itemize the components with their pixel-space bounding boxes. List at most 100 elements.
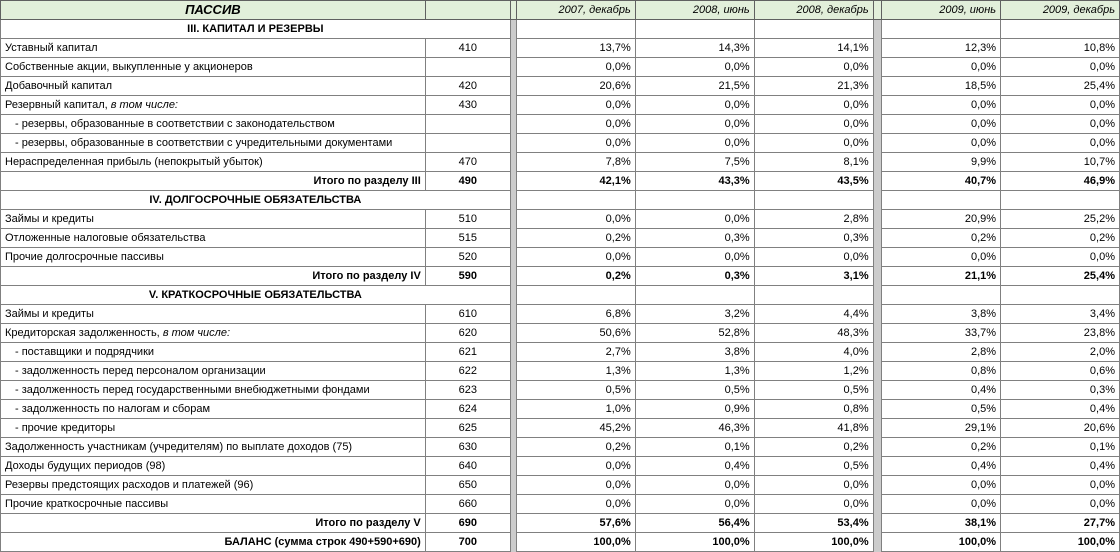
value-cell: 18,5% <box>882 77 1001 96</box>
row-label: Прочие долгосрочные пассивы <box>1 248 426 267</box>
value-cell: 2,8% <box>754 210 873 229</box>
header-period-a2: 2008, декабрь <box>754 1 873 20</box>
value-cell: 0,0% <box>635 495 754 514</box>
value-cell: 0,4% <box>882 457 1001 476</box>
value-cell: 46,3% <box>635 419 754 438</box>
value-cell: 3,1% <box>754 267 873 286</box>
section-label: V. КРАТКОСРОЧНЫЕ ОБЯЗАТЕЛЬСТВА <box>1 286 511 305</box>
value-cell: 0,5% <box>882 400 1001 419</box>
value-cell: 29,1% <box>882 419 1001 438</box>
value-cell: 100,0% <box>1001 533 1120 552</box>
value-cell: 0,2% <box>516 229 635 248</box>
header-code-blank <box>425 1 510 20</box>
row-code: 590 <box>425 267 510 286</box>
table-row: Уставный капитал41013,7%14,3%14,1%12,3%1… <box>1 39 1120 58</box>
row-label: Займы и кредиты <box>1 210 426 229</box>
value-cell: 0,2% <box>882 229 1001 248</box>
value-cell: 0,0% <box>754 58 873 77</box>
value-cell: 0,0% <box>516 134 635 153</box>
row-label: - задолженность по налогам и сборам <box>1 400 426 419</box>
value-cell: 25,4% <box>1001 77 1120 96</box>
value-cell: 43,3% <box>635 172 754 191</box>
value-cell: 2,8% <box>882 343 1001 362</box>
table-row: Займы и кредиты5100,0%0,0%2,8%20,9%25,2% <box>1 210 1120 229</box>
value-cell: 0,2% <box>516 267 635 286</box>
table-row: Резервный капитал, в том числе:4300,0%0,… <box>1 96 1120 115</box>
value-cell: 0,5% <box>635 381 754 400</box>
row-code: 640 <box>425 457 510 476</box>
gap-cell <box>873 305 881 324</box>
row-code: 623 <box>425 381 510 400</box>
header-period-a1: 2008, июнь <box>635 1 754 20</box>
table-row: БАЛАНС (сумма строк 490+590+690)700100,0… <box>1 533 1120 552</box>
table-row: - прочие кредиторы62545,2%46,3%41,8%29,1… <box>1 419 1120 438</box>
value-cell: 40,7% <box>882 172 1001 191</box>
value-cell: 1,3% <box>516 362 635 381</box>
gap-cell <box>873 381 881 400</box>
row-code: 700 <box>425 533 510 552</box>
gap-cell <box>873 267 881 286</box>
value-cell: 7,8% <box>516 153 635 172</box>
value-cell: 0,0% <box>754 96 873 115</box>
value-cell: 0,0% <box>882 115 1001 134</box>
value-cell: 0,0% <box>635 96 754 115</box>
gap-cell <box>873 248 881 267</box>
value-cell: 0,0% <box>635 210 754 229</box>
value-cell: 21,3% <box>754 77 873 96</box>
value-cell: 46,9% <box>1001 172 1120 191</box>
value-cell: 4,4% <box>754 305 873 324</box>
value-cell: 20,9% <box>882 210 1001 229</box>
header-passive: ПАССИВ <box>1 1 426 20</box>
empty-cell <box>754 191 873 210</box>
value-cell: 0,4% <box>1001 457 1120 476</box>
table-row: Прочие краткосрочные пассивы6600,0%0,0%0… <box>1 495 1120 514</box>
value-cell: 0,2% <box>1001 229 1120 248</box>
value-cell: 27,7% <box>1001 514 1120 533</box>
gap-cell <box>873 153 881 172</box>
value-cell: 0,8% <box>754 400 873 419</box>
empty-cell <box>516 20 635 39</box>
value-cell: 0,0% <box>882 495 1001 514</box>
gap-cell <box>873 96 881 115</box>
row-code: 690 <box>425 514 510 533</box>
gap-cell <box>873 134 881 153</box>
row-label: Задолженность участникам (учредителям) п… <box>1 438 426 457</box>
value-cell: 45,2% <box>516 419 635 438</box>
table-row: III. КАПИТАЛ И РЕЗЕРВЫ <box>1 20 1120 39</box>
value-cell: 0,3% <box>635 229 754 248</box>
gap-cell <box>873 343 881 362</box>
gap-cell <box>873 438 881 457</box>
empty-cell <box>516 191 635 210</box>
table-row: - задолженность по налогам и сборам6241,… <box>1 400 1120 419</box>
value-cell: 0,0% <box>754 115 873 134</box>
value-cell: 0,0% <box>635 248 754 267</box>
value-cell: 50,6% <box>516 324 635 343</box>
value-cell: 0,0% <box>516 457 635 476</box>
value-cell: 0,0% <box>1001 58 1120 77</box>
value-cell: 0,2% <box>882 438 1001 457</box>
row-label: Добавочный капитал <box>1 77 426 96</box>
value-cell: 21,5% <box>635 77 754 96</box>
value-cell: 0,0% <box>516 248 635 267</box>
value-cell: 38,1% <box>882 514 1001 533</box>
gap-cell <box>873 495 881 514</box>
row-code: 520 <box>425 248 510 267</box>
value-cell: 6,8% <box>516 305 635 324</box>
value-cell: 0,0% <box>754 495 873 514</box>
value-cell: 0,0% <box>1001 495 1120 514</box>
value-cell: 0,0% <box>754 248 873 267</box>
value-cell: 10,7% <box>1001 153 1120 172</box>
table-header-row: ПАССИВ 2007, декабрь 2008, июнь 2008, де… <box>1 1 1120 20</box>
value-cell: 12,3% <box>882 39 1001 58</box>
row-code <box>425 58 510 77</box>
table-row: Прочие долгосрочные пассивы5200,0%0,0%0,… <box>1 248 1120 267</box>
value-cell: 0,1% <box>635 438 754 457</box>
gap-cell <box>873 457 881 476</box>
value-cell: 100,0% <box>516 533 635 552</box>
gap-cell <box>873 39 881 58</box>
value-cell: 3,4% <box>1001 305 1120 324</box>
value-cell: 14,1% <box>754 39 873 58</box>
value-cell: 0,3% <box>1001 381 1120 400</box>
value-cell: 56,4% <box>635 514 754 533</box>
value-cell: 0,3% <box>635 267 754 286</box>
